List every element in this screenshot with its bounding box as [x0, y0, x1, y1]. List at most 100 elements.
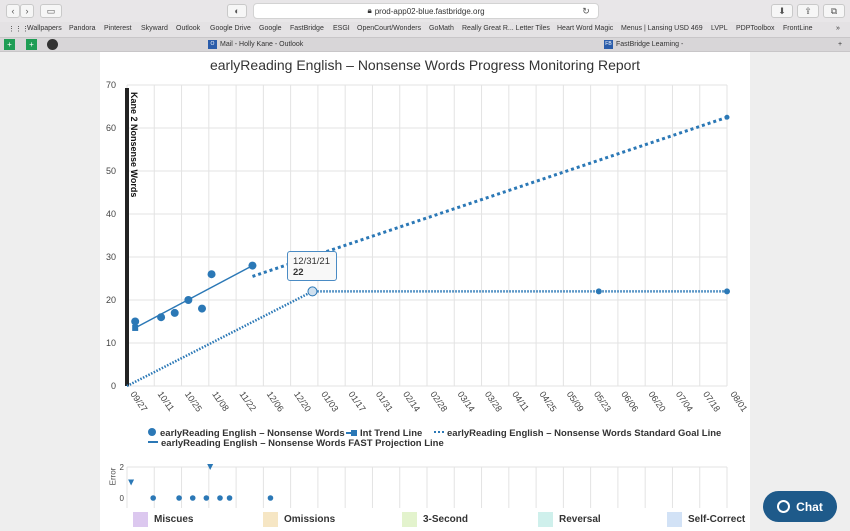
error-category-3-second[interactable]: 3-Second	[402, 512, 468, 527]
bookmark-item[interactable]: Pinterest	[104, 25, 132, 32]
chart-title: earlyReading English – Nonsense Words Pr…	[209, 57, 641, 73]
pinned-tab-app-icon[interactable]	[47, 38, 58, 51]
self-correct-swatch	[667, 512, 682, 527]
downloads-button[interactable]: ⬇	[771, 4, 793, 18]
pinned-tab-sheets-icon[interactable]: +	[26, 38, 37, 51]
error-category-miscues[interactable]: Miscues	[133, 512, 193, 527]
y-tick-label: 50	[106, 166, 116, 176]
goal-point	[724, 288, 730, 295]
tab-outlook[interactable]: O Mail - Holly Kane - Outlook	[208, 38, 303, 51]
x-tick-label: 06/20	[647, 389, 668, 413]
address-bar[interactable]: 🔒︎ prod-app02-blue.fastbridge.org	[253, 3, 599, 19]
dashed-line-icon	[148, 441, 158, 445]
bookmark-item[interactable]: ESGI	[333, 25, 350, 32]
reload-icon[interactable]: ↻	[582, 5, 590, 16]
bookmark-item[interactable]: FastBridge	[290, 25, 324, 32]
bookmark-item[interactable]: Google Drive	[210, 25, 251, 32]
score-point	[207, 270, 216, 279]
x-tick-label: 11/08	[210, 389, 231, 413]
omissions-swatch	[263, 512, 278, 527]
x-tick-label: 03/28	[483, 389, 504, 413]
legend-projection[interactable]: earlyReading English – Nonsense Words FA…	[148, 438, 444, 449]
fastbridge-icon: FB	[604, 40, 613, 49]
legend-trend[interactable]: Int Trend Line	[346, 428, 422, 439]
new-tab-icon[interactable]: +	[838, 41, 843, 48]
tab-label: FastBridge Learning -	[616, 41, 684, 48]
forward-button[interactable]: ›	[20, 4, 34, 18]
legend-goal[interactable]: earlyReading English – Nonsense Words St…	[434, 428, 721, 439]
back-button[interactable]: ‹	[6, 4, 20, 18]
y-tick-label: 0	[111, 381, 116, 391]
bookmark-item[interactable]: GoMath	[429, 25, 454, 32]
x-tick-label: 07/04	[674, 389, 695, 413]
outlook-icon: O	[208, 40, 217, 49]
error-category-omissions[interactable]: Omissions	[263, 512, 335, 527]
tabs-overview-button[interactable]: ⧉	[823, 4, 845, 18]
bookmark-item[interactable]: Google	[259, 25, 282, 32]
error-category-self-correct[interactable]: Self-Correct	[667, 512, 745, 527]
x-tick-label: 04/11	[510, 389, 531, 413]
error-marker-triangle	[128, 479, 135, 486]
sidebar-toggle-button[interactable]: ▭	[40, 4, 62, 18]
miscues-swatch	[133, 512, 148, 527]
bookmark-item[interactable]: Really Great R... Letter Tiles	[462, 25, 550, 32]
bookmarks-bar: ⋮⋮⋮ Wallpapers Pandora Pinterest Skyward…	[0, 22, 850, 37]
y-tick-label: 10	[106, 338, 116, 348]
share-button[interactable]: ⇪	[797, 4, 819, 18]
score-point	[198, 304, 206, 313]
pinned-tab-sheets-icon[interactable]: +	[4, 38, 15, 51]
privacy-shield-icon[interactable]: ◐	[227, 4, 247, 18]
error-category-reversal[interactable]: Reversal	[538, 512, 601, 527]
x-tick-label: 11/22	[237, 389, 258, 413]
goal-point	[595, 288, 602, 295]
bookmark-item[interactable]: Menus | Lansing USD 469	[621, 25, 703, 32]
x-tick-label: 02/28	[428, 389, 449, 413]
score-point	[131, 317, 140, 326]
x-tick-label: 12/20	[292, 389, 313, 413]
reversal-swatch	[538, 512, 553, 527]
x-tick-label: 12/06	[265, 389, 286, 413]
bookmark-item[interactable]: FrontLine	[783, 25, 813, 32]
x-tick-label: 10/11	[156, 389, 177, 413]
tab-fastbridge[interactable]: FB FastBridge Learning -	[604, 38, 683, 51]
legend-scores[interactable]: earlyReading English – Nonsense Words	[148, 428, 345, 439]
goal-point	[307, 286, 318, 297]
bookmark-item[interactable]: OpenCourt/Wonders	[357, 25, 422, 32]
trend-start-marker	[132, 324, 139, 331]
bookmark-item[interactable]: Pandora	[69, 25, 96, 32]
more-bookmarks-icon[interactable]: »	[836, 25, 840, 32]
x-tick-label: 01/31	[374, 389, 395, 413]
error-point	[226, 495, 233, 501]
x-tick-label: 01/03	[319, 389, 340, 413]
y-tick-label: 70	[106, 80, 116, 90]
error-point	[189, 495, 196, 501]
y-axis-bar	[125, 88, 129, 386]
tab-label: Mail - Holly Kane - Outlook	[220, 41, 304, 48]
circle-marker-icon	[148, 428, 156, 436]
error-category-legend: Miscues Omissions 3-Second Reversal Self…	[100, 508, 750, 531]
bookmark-item[interactable]: Skyward	[141, 25, 168, 32]
x-tick-label: 06/06	[619, 389, 640, 413]
y-tick-label: 30	[106, 252, 116, 262]
error-point	[176, 495, 182, 501]
chart-tooltip: 12/31/21 22	[287, 251, 337, 281]
x-tick-label: 07/18	[701, 389, 722, 413]
bookmark-item[interactable]: Outlook	[176, 25, 201, 32]
square-marker-icon	[351, 430, 357, 437]
tooltip-date: 12/31/21	[293, 256, 330, 267]
x-tick-label: 10/25	[183, 389, 204, 413]
trend-line	[134, 264, 253, 329]
bookmark-item[interactable]: PDPToolbox	[736, 25, 775, 32]
chat-button[interactable]: Chat	[763, 491, 837, 522]
y-tick-label: 20	[106, 295, 116, 305]
bookmark-item[interactable]: Wallpapers	[27, 25, 62, 32]
tab-bar: + + O Mail - Holly Kane - Outlook FB Fas…	[0, 37, 850, 52]
tooltip-value: 22	[293, 267, 304, 278]
error-axis-label: Error	[108, 467, 118, 486]
bookmark-item[interactable]: LVPL	[711, 25, 728, 32]
error-point	[203, 495, 210, 501]
y-tick-label: 60	[106, 123, 116, 133]
grid-icon[interactable]: ⋮⋮⋮	[8, 26, 29, 33]
bookmark-item[interactable]: Heart Word Magic	[557, 25, 614, 32]
